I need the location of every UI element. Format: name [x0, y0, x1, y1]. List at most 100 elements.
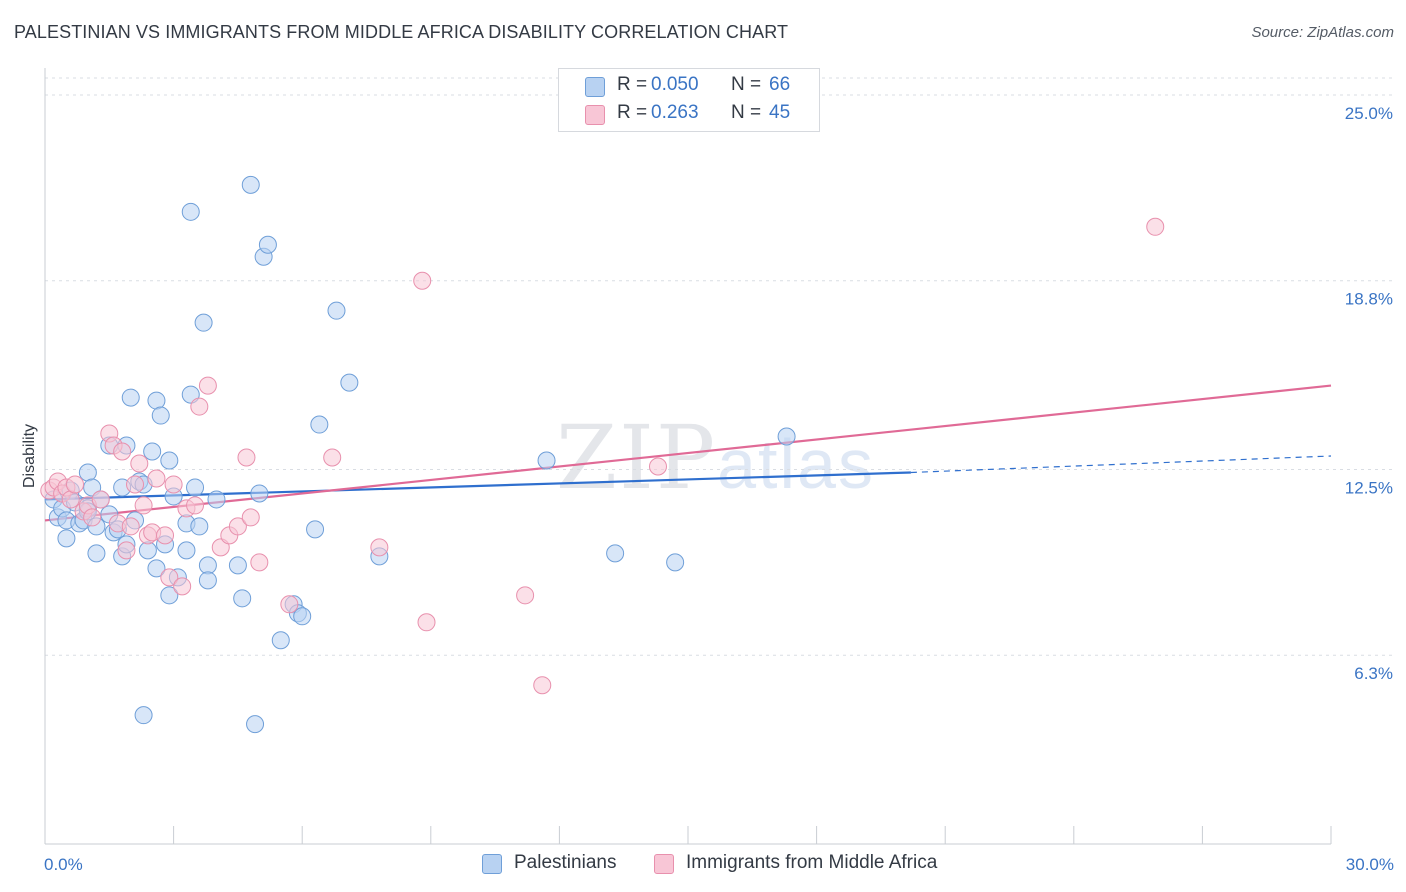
legend-n-label: N =: [731, 102, 762, 123]
y-tick-label: 25.0%: [1345, 104, 1393, 123]
point-middle-africa: [156, 526, 175, 545]
point-middle-africa: [241, 508, 260, 527]
point-middle-africa: [130, 454, 149, 473]
point-middle-africa: [533, 676, 552, 695]
series-legend: Palestinians Immigrants from Middle Afri…: [0, 852, 1406, 876]
legend-r-label: R =: [617, 74, 648, 95]
trend-line-palestinians: [44, 471, 911, 501]
point-palestinians: [327, 301, 346, 320]
legend-swatch-pink: [654, 854, 674, 874]
point-palestinians: [310, 415, 329, 434]
point-palestinians: [198, 556, 217, 575]
point-palestinians: [340, 373, 359, 392]
point-middle-africa: [237, 448, 256, 467]
point-palestinians: [258, 235, 277, 254]
point-palestinians: [143, 442, 162, 461]
point-palestinians: [177, 541, 196, 560]
point-middle-africa: [121, 517, 140, 536]
point-palestinians: [134, 706, 153, 725]
grid-lines: [45, 77, 1392, 656]
point-palestinians: [233, 589, 252, 608]
point-middle-africa: [250, 553, 269, 572]
point-palestinians: [194, 313, 213, 332]
point-palestinians: [151, 406, 170, 425]
legend-label: Palestinians: [514, 852, 617, 873]
trend-line-middle-africa: [44, 384, 1332, 522]
point-middle-africa: [117, 541, 136, 560]
point-palestinians: [57, 529, 76, 548]
y-tick-label: 6.3%: [1354, 664, 1393, 683]
point-middle-africa: [186, 496, 205, 515]
point-palestinians: [186, 478, 205, 497]
chart-source: Source: ZipAtlas.com: [1251, 24, 1394, 41]
point-palestinians: [190, 517, 209, 536]
legend-n-label: N =: [731, 74, 762, 95]
point-middle-africa: [134, 496, 153, 515]
point-middle-africa: [66, 475, 85, 494]
legend-row-middle-africa: R = 0.263 N = 45: [559, 101, 819, 127]
watermark: ZIPatlas: [556, 406, 875, 509]
point-palestinians: [306, 520, 325, 539]
legend-n-value: 66: [769, 74, 791, 95]
point-palestinians: [160, 451, 179, 470]
point-middle-africa: [323, 448, 342, 467]
point-middle-africa: [91, 490, 110, 509]
y-tick-label: 18.8%: [1345, 290, 1393, 309]
point-palestinians: [293, 607, 312, 626]
legend-label: Immigrants from Middle Africa: [686, 852, 938, 873]
y-tick-label: 12.5%: [1345, 478, 1393, 497]
x-tick-label-min: 0.0%: [44, 855, 83, 874]
point-middle-africa: [280, 595, 299, 614]
point-middle-africa: [417, 613, 436, 632]
y-axis-label: Disability: [21, 424, 38, 488]
point-palestinians: [121, 388, 140, 407]
point-middle-africa: [228, 517, 247, 536]
point-palestinians: [246, 715, 265, 734]
legend-r-label: R =: [617, 102, 648, 123]
point-middle-africa: [113, 442, 132, 461]
point-palestinians: [228, 556, 247, 575]
point-middle-africa: [147, 469, 166, 488]
point-middle-africa: [164, 475, 183, 494]
x-tick-label-max: 30.0%: [1346, 855, 1394, 874]
chart-title: PALESTINIAN VS IMMIGRANTS FROM MIDDLE AF…: [14, 22, 789, 42]
point-palestinians: [606, 544, 625, 563]
point-palestinians: [160, 586, 179, 605]
point-middle-africa: [370, 538, 389, 557]
legend-swatch-blue: [482, 854, 502, 874]
point-palestinians: [78, 463, 97, 482]
point-middle-africa: [160, 568, 179, 587]
point-palestinians: [241, 175, 260, 194]
point-middle-africa: [83, 508, 102, 527]
point-middle-africa: [648, 457, 667, 476]
point-palestinians: [198, 571, 217, 590]
point-middle-africa: [61, 490, 80, 509]
point-palestinians: [537, 451, 556, 470]
trend-lines: [44, 384, 1332, 522]
point-palestinians: [181, 202, 200, 221]
point-middle-africa: [190, 397, 209, 416]
point-palestinians: [207, 490, 226, 509]
point-middle-africa: [126, 475, 145, 494]
trend-line-palestinians-extension: [910, 455, 1332, 474]
legend-r-value: 0.263: [651, 102, 699, 123]
legend-swatch-pink: [585, 105, 605, 125]
point-middle-africa: [413, 271, 432, 290]
legend-swatch-blue: [585, 77, 605, 97]
legend-row-palestinians: R = 0.050 N = 66: [559, 73, 819, 99]
point-middle-africa: [198, 376, 217, 395]
stats-legend: R = 0.050 N = 66 R = 0.263 N = 45: [558, 68, 820, 132]
data-points: [40, 175, 1165, 734]
point-palestinians: [250, 484, 269, 503]
point-middle-africa: [516, 586, 535, 605]
point-middle-africa: [1146, 217, 1165, 236]
legend-r-value: 0.050: [651, 74, 699, 95]
point-palestinians: [147, 559, 166, 578]
point-palestinians: [138, 541, 157, 560]
x-ticks: [44, 826, 1332, 844]
legend-n-value: 45: [769, 102, 791, 123]
y-tick-labels: 6.3% 12.5% 18.8% 25.0%: [1345, 104, 1393, 683]
point-palestinians: [777, 427, 796, 446]
point-palestinians: [666, 553, 685, 572]
